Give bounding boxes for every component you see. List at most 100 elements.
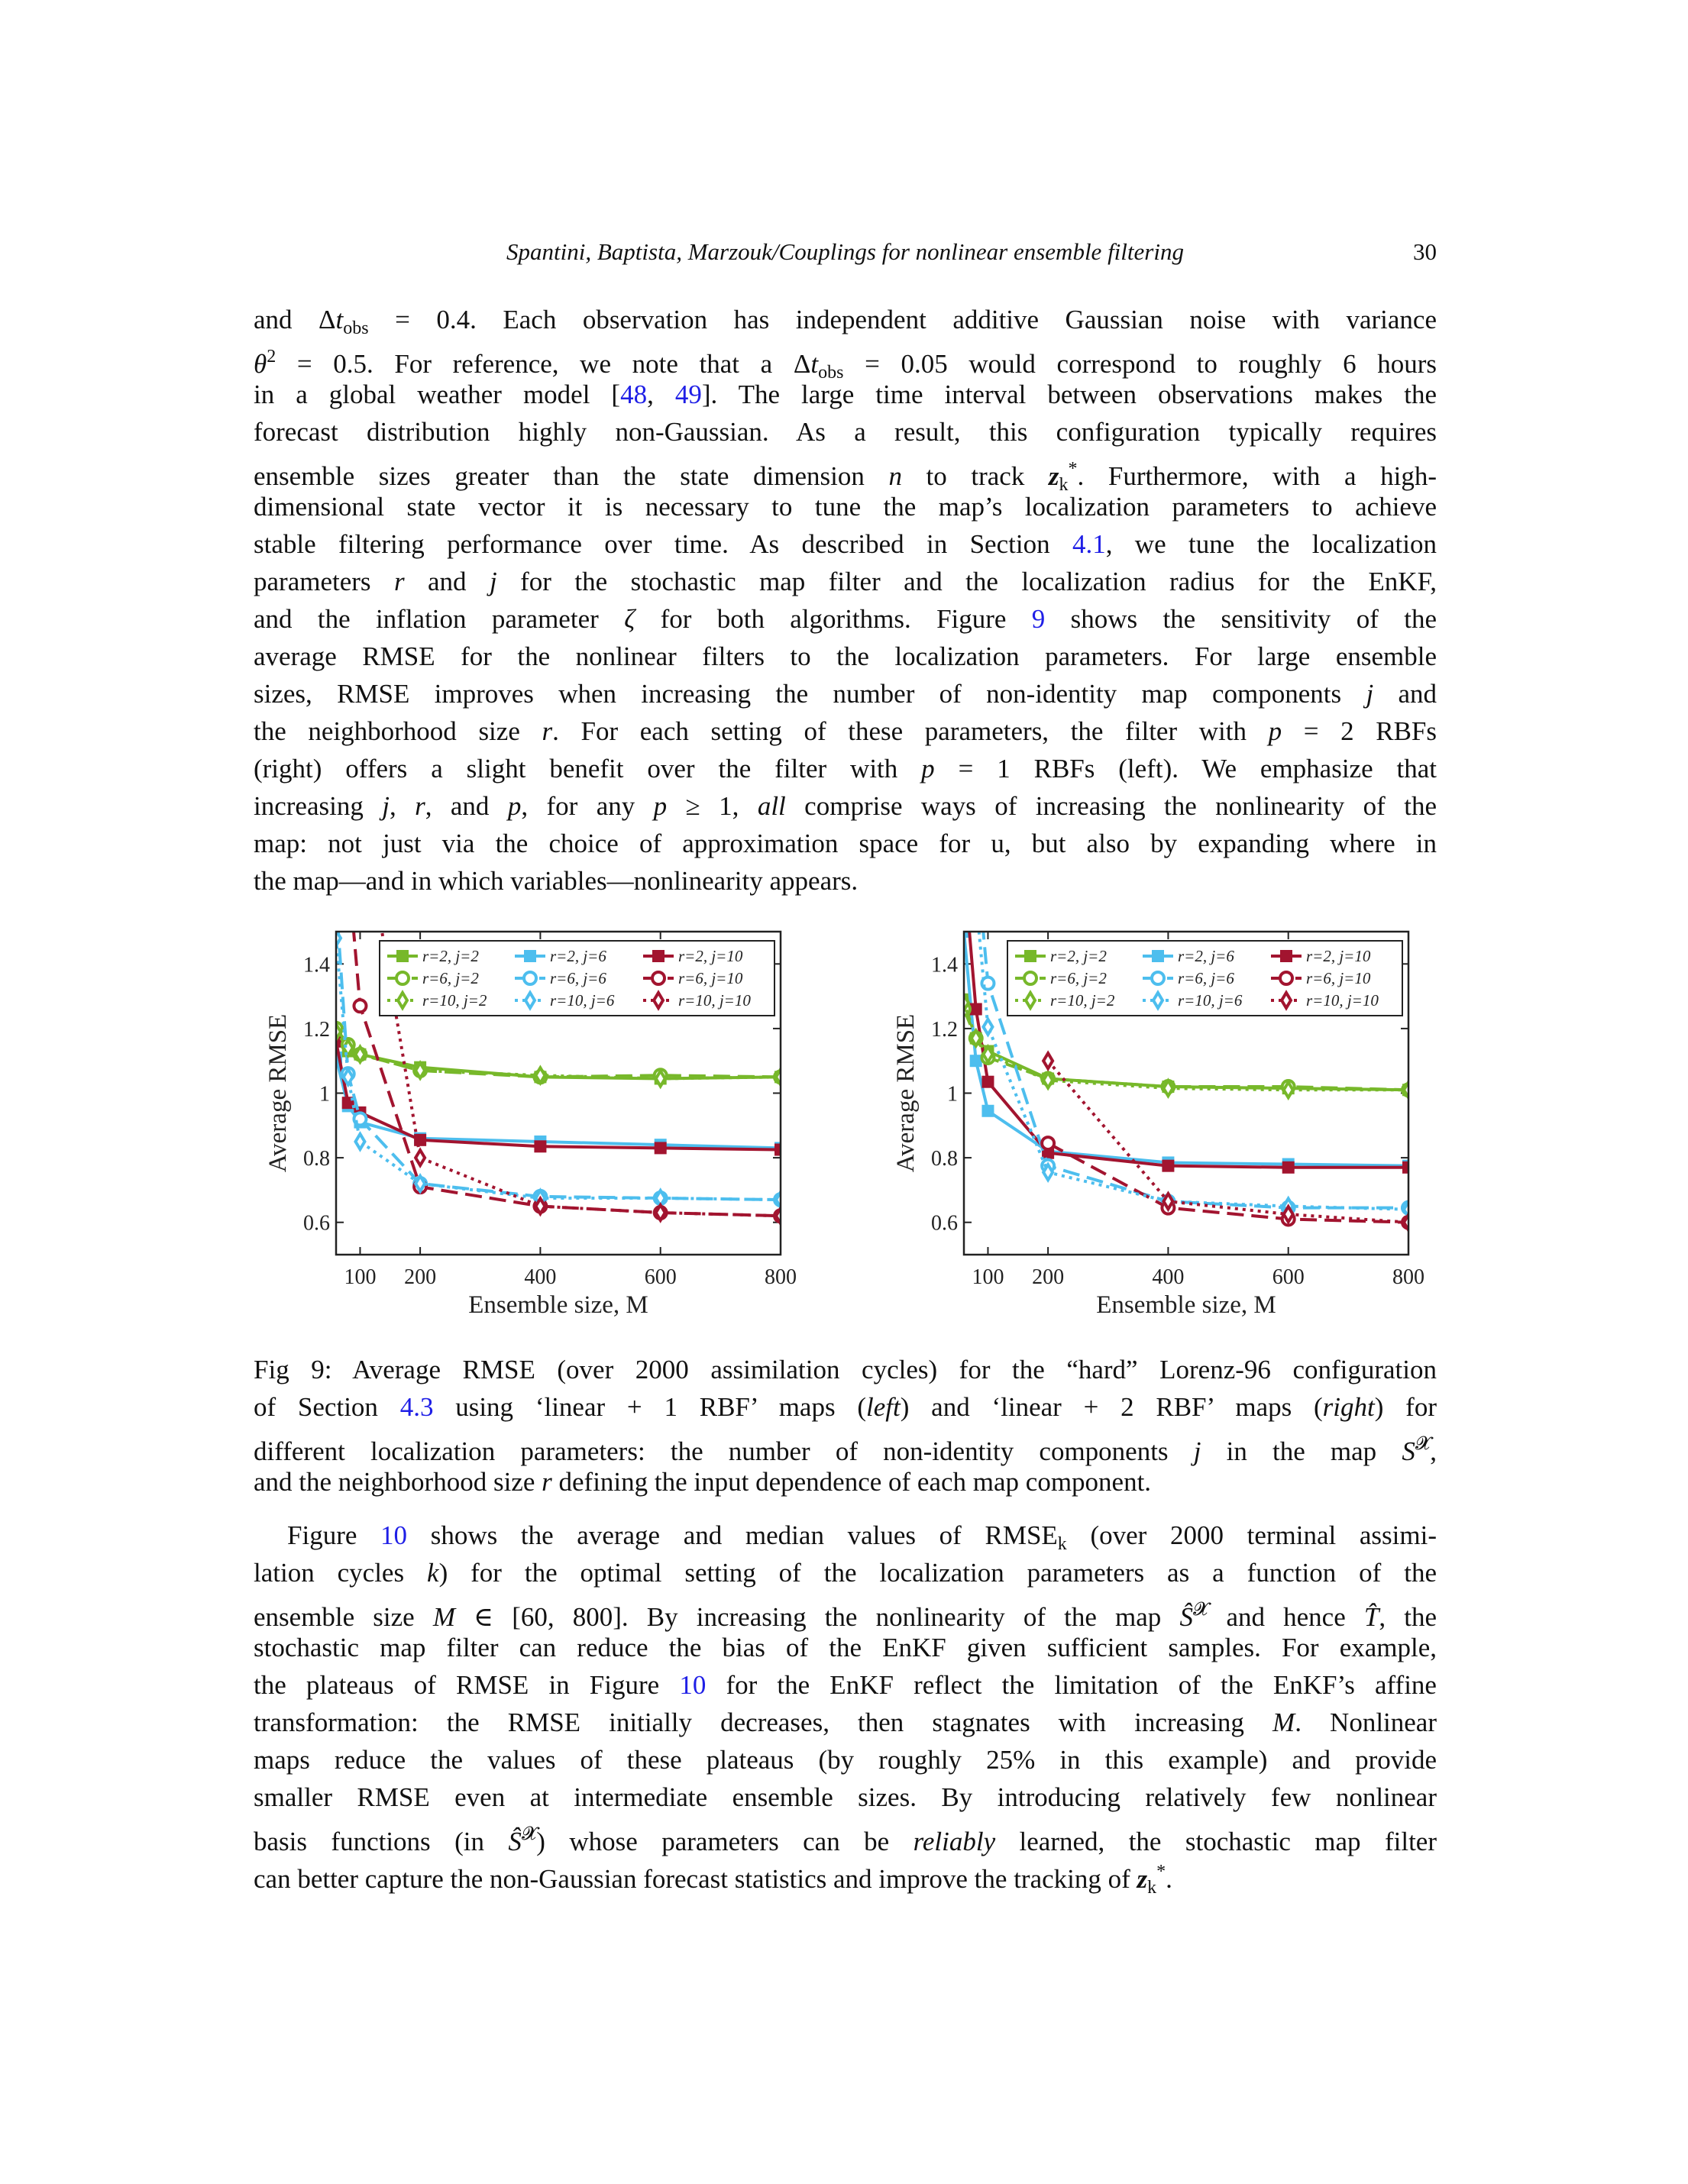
text-segment: S	[1402, 1436, 1415, 1466]
text-segment: the map—and in which variables—nonlinear…	[254, 866, 859, 896]
legend-entry: r=10, j=6	[515, 990, 615, 1011]
y-tick-label: 1.4	[931, 953, 958, 977]
data-point	[534, 1140, 547, 1153]
reference-link[interactable]: 10	[679, 1670, 707, 1700]
text-segment: stable filtering performance over time. …	[254, 529, 1072, 559]
text-segment: . For each setting of these parameters, …	[552, 716, 1269, 746]
y-axis-label: Average RMSE	[892, 1014, 920, 1172]
text-segment: in the map	[1201, 1436, 1402, 1466]
reference-link[interactable]: 4.1	[1072, 529, 1106, 559]
x-tick-label: 800	[765, 1265, 797, 1289]
paragraph-2: Figure 10 shows the average and median v…	[254, 1517, 1437, 1898]
text-segment: map: not just via the choice of approxim…	[254, 829, 991, 858]
text-line: increasing j, r, and p, for any p ≥ 1, a…	[254, 787, 1437, 825]
data-point	[1162, 1159, 1175, 1172]
legend-entry: r=2, j=2	[1015, 947, 1107, 965]
data-point	[774, 1205, 781, 1227]
figure-caption: Fig 9: Average RMSE (over 2000 assimilat…	[254, 1351, 1437, 1501]
series-line	[336, 1027, 781, 1079]
text-segment: j	[1366, 679, 1374, 709]
text-segment: ]. The large time interval between obser…	[701, 380, 1437, 409]
text-segment: ) whose parameters can be	[536, 1827, 914, 1856]
text-segment: ) for	[1374, 1392, 1437, 1422]
text-segment: θ	[254, 349, 267, 379]
text-segment: T̂	[1363, 1602, 1379, 1632]
legend-entry: r=10, j=10	[1271, 990, 1379, 1011]
text-segment: r	[415, 791, 425, 821]
text-segment: ≥ 1,	[667, 791, 758, 821]
plot-area	[336, 932, 781, 1227]
text-segment: p	[921, 754, 935, 783]
reference-link[interactable]: 48	[620, 380, 648, 409]
text-segment: r	[542, 716, 553, 746]
legend-entry: r=2, j=2	[387, 947, 479, 965]
text-line: smaller RMSE even at intermediate ensemb…	[254, 1779, 1437, 1816]
text-segment: *	[1156, 1862, 1166, 1882]
data-point	[336, 932, 343, 949]
text-segment: parameters	[254, 567, 394, 596]
text-segment: . Furthermore, with a high-	[1077, 461, 1437, 491]
text-segment: k	[1057, 1534, 1067, 1554]
text-line: and the neighborhood size r defining the…	[254, 1463, 1437, 1501]
legend-label: r=10, j=6	[550, 991, 615, 1010]
text-segment: and the neighborhood size	[254, 1467, 542, 1497]
data-point	[654, 1202, 668, 1223]
text-segment: j	[489, 567, 497, 596]
legend-marker	[652, 950, 665, 962]
text-segment: (over 2000 terminal assimi-	[1066, 1520, 1437, 1550]
data-point	[1041, 1050, 1055, 1072]
series-r-10-j-2	[964, 992, 1408, 1101]
text-segment: = 0.5. For reference, we note that a Δ	[276, 349, 811, 379]
text-segment: smaller RMSE even at intermediate ensemb…	[254, 1782, 1437, 1812]
text-segment: z	[1137, 1864, 1148, 1894]
data-point	[1162, 1077, 1175, 1100]
legend-entry: r=10, j=2	[387, 990, 487, 1011]
legend-entry: r=6, j=6	[1143, 969, 1234, 987]
data-point	[969, 1003, 982, 1016]
data-point	[341, 1066, 355, 1088]
text-segment: t	[335, 305, 344, 334]
legend-marker	[1023, 971, 1038, 986]
text-segment: comprise ways of increasing the nonlinea…	[785, 791, 1437, 821]
text-line: map: not just via the choice of approxim…	[254, 825, 1437, 862]
text-segment: , for any	[521, 791, 654, 821]
series-line	[1047, 1142, 1408, 1224]
y-tick-label: 1	[947, 1083, 958, 1107]
text-segment: and Δ	[254, 305, 336, 334]
reference-link[interactable]: 10	[380, 1520, 408, 1550]
data-point	[1402, 1198, 1408, 1220]
legend-label: r=2, j=2	[1050, 947, 1107, 965]
data-point	[1402, 1079, 1408, 1101]
text-segment: = 0.05 would correspond to roughly 6 hou…	[843, 349, 1437, 379]
text-segment: obs	[818, 363, 844, 383]
text-segment: , and	[425, 791, 508, 821]
text-segment: j	[1193, 1436, 1201, 1466]
text-segment: ,	[389, 791, 416, 821]
x-tick-label: 600	[645, 1265, 677, 1289]
legend-label: r=10, j=10	[678, 991, 751, 1010]
reference-link[interactable]: 49	[674, 380, 702, 409]
text-segment: and the inflation parameter	[254, 604, 625, 634]
text-segment: dimensional state vector it is necessary…	[254, 492, 1437, 522]
data-point	[964, 992, 971, 1013]
legend-label: r=10, j=2	[422, 991, 487, 1010]
data-point	[341, 1097, 354, 1110]
data-point	[654, 1068, 668, 1090]
data-point	[1041, 1161, 1055, 1184]
text-segment: = 2 RBFs	[1282, 716, 1437, 746]
text-line: ensemble sizes greater than the state di…	[254, 451, 1437, 495]
text-segment: maps reduce the values of these plateaus…	[254, 1745, 1437, 1775]
reference-link[interactable]: 4.3	[399, 1392, 434, 1422]
legend-marker	[1280, 950, 1292, 962]
text-segment: ) for the optimal setting of the localiz…	[438, 1558, 1437, 1588]
y-tick-label: 1	[319, 1083, 330, 1107]
legend-label: r=10, j=6	[1178, 991, 1243, 1010]
legend-marker	[1279, 971, 1294, 986]
text-segment: Ŝ	[1179, 1602, 1193, 1632]
series-r-10-j-2	[336, 1021, 781, 1090]
legend: r=2, j=2 r=2, j=6 r=2, j=10 r=6, j=2 r=6, j=…	[1007, 940, 1403, 1016]
text-line: average RMSE for the nonlinear filters t…	[254, 638, 1437, 675]
legend-entry: r=6, j=2	[1015, 969, 1107, 987]
data-point	[413, 1147, 427, 1168]
reference-link[interactable]: 9	[1031, 604, 1046, 634]
